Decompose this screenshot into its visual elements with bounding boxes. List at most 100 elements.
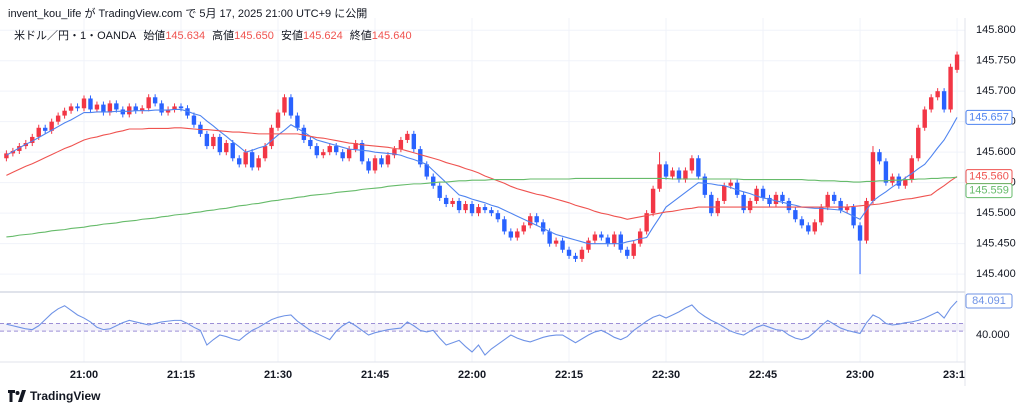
candle-body [534, 216, 539, 223]
candle-body [4, 153, 9, 159]
candle-body [249, 152, 255, 168]
candle-body [909, 158, 914, 180]
last-value-box [965, 293, 1013, 309]
ohlc-value: 145.624 [302, 30, 343, 42]
candle-body [334, 146, 339, 153]
y-tick-label: 145.500 [976, 207, 1016, 219]
candle-body [107, 103, 113, 113]
ohlc-value: 145.634 [165, 30, 206, 42]
candle-body [857, 225, 863, 241]
candle-body [476, 207, 481, 214]
brand-name: TradingView [30, 389, 101, 403]
footer-brand[interactable]: TradingView [8, 389, 100, 403]
last-value-label: 84.091 [972, 295, 1006, 307]
candle-body [663, 164, 669, 177]
candle-body [308, 139, 313, 147]
candle-body [346, 149, 352, 159]
candle-body [295, 115, 300, 128]
candle-body [618, 234, 623, 250]
candle-body [883, 161, 889, 183]
candle-body [314, 146, 320, 156]
candle-body [288, 97, 294, 116]
candle-body [819, 207, 824, 223]
candle-body [327, 146, 332, 153]
candle-body [469, 204, 475, 214]
candle-body [825, 194, 830, 208]
y-tick-label: 40.000 [976, 329, 1010, 341]
candle-body [243, 152, 248, 165]
candle-body [133, 106, 138, 111]
candle-body [68, 106, 74, 111]
candle-body [799, 219, 805, 226]
candle-body [392, 149, 397, 156]
candle-body [566, 249, 572, 256]
candle-body [101, 104, 106, 113]
candle-body [366, 161, 371, 171]
candle-body [767, 197, 772, 205]
candle-body [146, 97, 151, 109]
candle-body [773, 194, 779, 205]
candle-body [211, 136, 216, 147]
candle-body [916, 127, 921, 159]
candle-body [831, 194, 837, 201]
last-value-label: 145.559 [969, 184, 1009, 196]
candle-body [49, 121, 54, 131]
candle-body [282, 97, 287, 113]
candle-body [573, 255, 578, 259]
candle-body [734, 182, 740, 195]
candle-body [637, 231, 643, 244]
candle-body [301, 127, 307, 140]
candle-body [256, 158, 261, 168]
candle-body [81, 98, 87, 109]
candle-body [935, 91, 940, 98]
candle-body [152, 97, 158, 104]
x-tick-label: 21:30 [264, 369, 292, 381]
candle-body [172, 106, 177, 110]
candle-body [398, 139, 404, 150]
price-axis [965, 18, 1024, 386]
candle-body [495, 213, 501, 220]
candle-body [424, 164, 429, 177]
candle-body [948, 66, 953, 110]
ohlc-label: 始値 [143, 30, 166, 42]
candle-body [262, 146, 268, 159]
y-tick-label: 145.700 [976, 85, 1016, 97]
candle-body [204, 133, 210, 147]
moving-average-line [6, 127, 958, 220]
candle-body [463, 204, 468, 211]
candle-body [547, 231, 552, 244]
candle-body [405, 133, 410, 140]
candle-body [418, 149, 423, 165]
candle-body [599, 234, 604, 238]
ohlc-label: 安値 [280, 30, 303, 42]
candle-body [237, 158, 242, 165]
candle-body [760, 188, 766, 198]
candle-body [431, 176, 436, 186]
candle-body [709, 194, 714, 214]
ohlc-value: 145.640 [371, 30, 412, 42]
brand-logo [8, 390, 26, 402]
candle-body [411, 133, 417, 150]
candle-body [340, 152, 345, 159]
candle-body [586, 240, 591, 250]
candle-body [443, 197, 449, 205]
candle-body [838, 200, 843, 211]
x-tick-label: 21:45 [361, 369, 389, 381]
candle-body [722, 185, 727, 201]
moving-average-line [6, 108, 958, 245]
candle-body [230, 143, 235, 159]
candle-body [579, 249, 585, 259]
y-tick-label: 145.750 [976, 55, 1016, 67]
candle-body [605, 237, 611, 244]
candle-body [127, 106, 132, 115]
y-tick-label: 145.600 [976, 146, 1016, 158]
candle-body [30, 136, 35, 144]
symbol-legend: 米ドル／円・1・OANDA 始値145.634 高値145.650 安値145.… [14, 27, 416, 43]
candle-body [941, 91, 947, 110]
candle-body [159, 103, 164, 113]
symbol-name: 米ドル／円・1・OANDA [14, 30, 137, 42]
candle-body [644, 213, 649, 232]
candle-body [793, 210, 798, 220]
y-tick-label: 145.450 [976, 238, 1016, 250]
